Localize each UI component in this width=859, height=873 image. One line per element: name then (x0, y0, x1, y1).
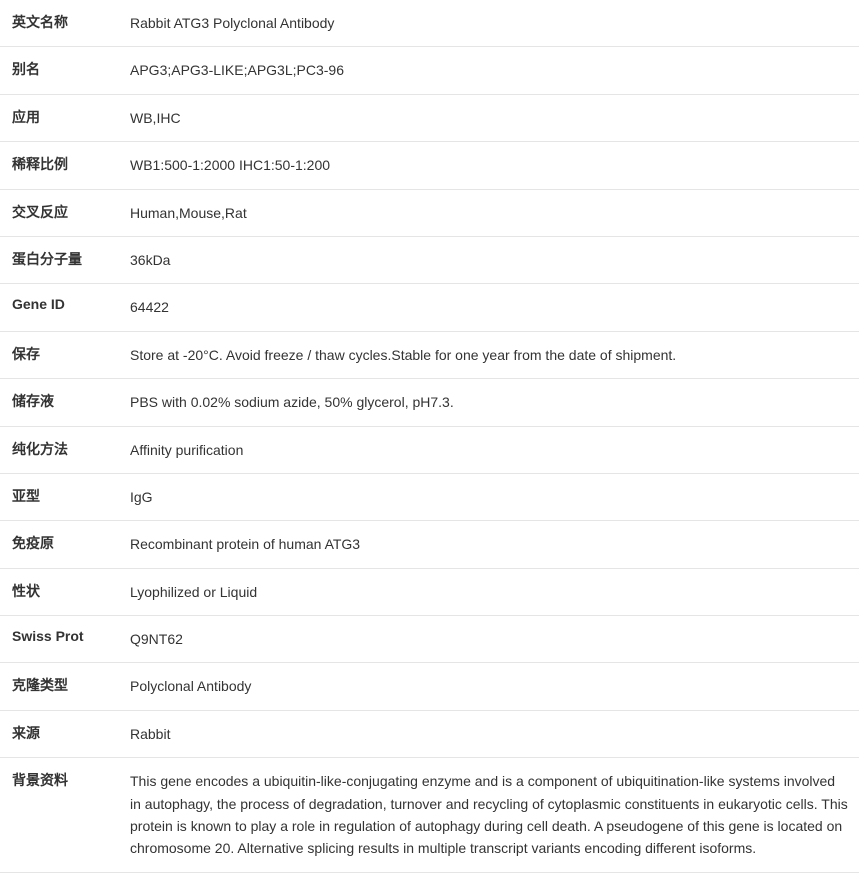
table-row: 来源 Rabbit (0, 710, 859, 757)
row-value: 64422 (130, 284, 859, 331)
table-row: 纯化方法 Affinity purification (0, 426, 859, 473)
row-value: PBS with 0.02% sodium azide, 50% glycero… (130, 379, 859, 426)
table-row: 储存液 PBS with 0.02% sodium azide, 50% gly… (0, 379, 859, 426)
row-value: Affinity purification (130, 426, 859, 473)
row-label: 克隆类型 (0, 663, 130, 710)
table-row: 性状 Lyophilized or Liquid (0, 568, 859, 615)
row-label: 纯化方法 (0, 426, 130, 473)
spec-table: 英文名称 Rabbit ATG3 Polyclonal Antibody 别名 … (0, 0, 859, 873)
row-value: WB,IHC (130, 94, 859, 141)
row-value: IgG (130, 473, 859, 520)
row-label: 交叉反应 (0, 189, 130, 236)
row-value: WB1:500-1:2000 IHC1:50-1:200 (130, 142, 859, 189)
row-label: 应用 (0, 94, 130, 141)
row-label: 蛋白分子量 (0, 236, 130, 283)
row-value: Store at -20°C. Avoid freeze / thaw cycl… (130, 331, 859, 378)
table-row: 亚型 IgG (0, 473, 859, 520)
row-label: 稀释比例 (0, 142, 130, 189)
row-value: Human,Mouse,Rat (130, 189, 859, 236)
table-row: 稀释比例 WB1:500-1:2000 IHC1:50-1:200 (0, 142, 859, 189)
row-label: 免疫原 (0, 521, 130, 568)
table-row: 保存 Store at -20°C. Avoid freeze / thaw c… (0, 331, 859, 378)
row-label: Gene ID (0, 284, 130, 331)
table-row: 别名 APG3;APG3-LIKE;APG3L;PC3-96 (0, 47, 859, 94)
row-label: 性状 (0, 568, 130, 615)
table-row: 蛋白分子量 36kDa (0, 236, 859, 283)
row-value: Rabbit (130, 710, 859, 757)
row-value: Rabbit ATG3 Polyclonal Antibody (130, 0, 859, 47)
row-label: 储存液 (0, 379, 130, 426)
row-value: 36kDa (130, 236, 859, 283)
row-value: Q9NT62 (130, 616, 859, 663)
row-value: This gene encodes a ubiquitin-like-conju… (130, 758, 859, 873)
table-row: 交叉反应 Human,Mouse,Rat (0, 189, 859, 236)
row-label: 英文名称 (0, 0, 130, 47)
table-row: 背景资料 This gene encodes a ubiquitin-like-… (0, 758, 859, 873)
row-value: APG3;APG3-LIKE;APG3L;PC3-96 (130, 47, 859, 94)
table-row: Gene ID 64422 (0, 284, 859, 331)
row-label: 别名 (0, 47, 130, 94)
row-label: 保存 (0, 331, 130, 378)
table-row: 免疫原 Recombinant protein of human ATG3 (0, 521, 859, 568)
table-row: 应用 WB,IHC (0, 94, 859, 141)
row-value: Polyclonal Antibody (130, 663, 859, 710)
table-row: Swiss Prot Q9NT62 (0, 616, 859, 663)
spec-table-body: 英文名称 Rabbit ATG3 Polyclonal Antibody 别名 … (0, 0, 859, 872)
row-label: 来源 (0, 710, 130, 757)
row-value: Recombinant protein of human ATG3 (130, 521, 859, 568)
table-row: 英文名称 Rabbit ATG3 Polyclonal Antibody (0, 0, 859, 47)
row-label: 背景资料 (0, 758, 130, 873)
row-value: Lyophilized or Liquid (130, 568, 859, 615)
row-label: 亚型 (0, 473, 130, 520)
table-row: 克隆类型 Polyclonal Antibody (0, 663, 859, 710)
row-label: Swiss Prot (0, 616, 130, 663)
